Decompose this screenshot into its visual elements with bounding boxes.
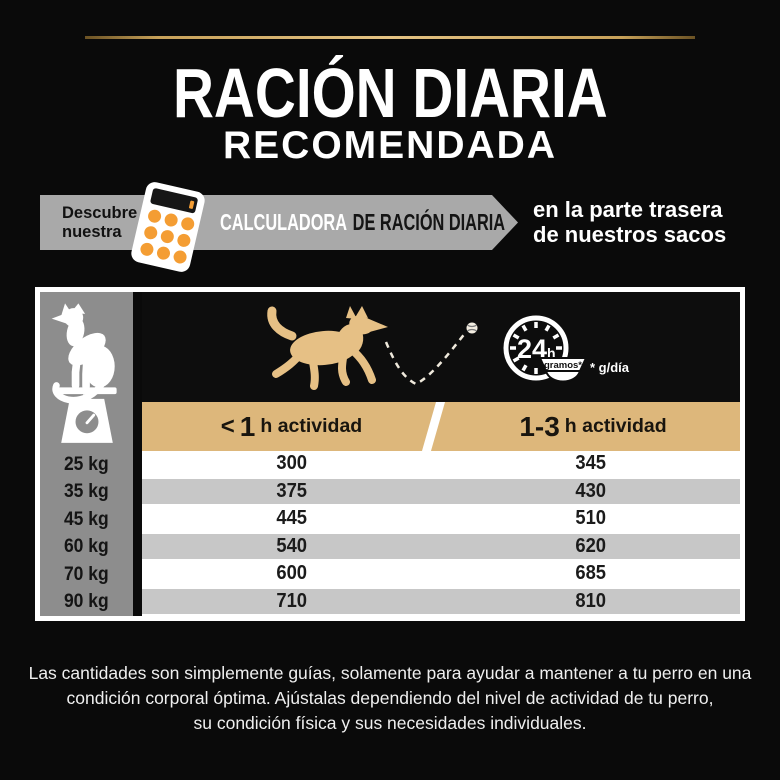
weight-label: 60 kg: [64, 536, 109, 558]
calculator-banner: Descubre nuestra CALCULADORA DE RACIÓN D…: [40, 195, 518, 250]
table-icon-band: 24 h gramos* * g/día: [142, 292, 740, 402]
calculator-icon: [129, 180, 207, 274]
activity-header-band: < 1 h actividad 1-3 h actividad: [142, 402, 740, 451]
table-row: 710 810: [142, 586, 740, 616]
disclaimer-text: Las cantidades son simplemente guías, so…: [25, 661, 755, 736]
column-header-high-activity: 1-3 h actividad: [519, 410, 667, 442]
running-dog-icon: [267, 306, 388, 390]
ball-icon: [466, 322, 478, 334]
weight-label: 70 kg: [64, 563, 109, 585]
calculator-screen-chip: [188, 200, 195, 210]
weight-column: 25 kg 35 kg 45 kg 60 kg 70 kg 90 kg: [40, 292, 133, 616]
feeding-guide-table: 25 kg 35 kg 45 kg 60 kg 70 kg 90 kg: [35, 287, 745, 621]
bowl-label: gramos*: [544, 360, 582, 371]
table-row: 540 620: [142, 531, 740, 561]
bowl-icon: gramos*: [538, 357, 588, 383]
clock-unit: h: [547, 345, 556, 361]
banner-calc-rest: DE RACIÓN DIARIA: [352, 209, 506, 235]
page-subtitle: RECOMENDADA: [0, 126, 780, 166]
table-row: 300 345: [142, 451, 740, 477]
banner-right-text: en la parte trasera de nuestros sacos: [533, 197, 726, 247]
values-area: 24 h gramos* * g/día < 1 h actividad: [142, 292, 740, 616]
value-rows: 300 345 375 430 445 510 540 620 600 68: [142, 451, 740, 616]
weight-label: 25 kg: [64, 453, 109, 475]
banner-lead-line1: Descubre: [62, 204, 138, 222]
calculator-keys: [139, 208, 196, 265]
bounce-path: [384, 331, 467, 386]
banner-right-line1: en la parte trasera: [533, 197, 723, 222]
unit-note: * g/día: [590, 360, 630, 375]
dog-on-scale-icon: [40, 292, 133, 451]
banner-lead-line2: nuestra: [62, 223, 122, 241]
banner-label: CALCULADORA DE RACIÓN DIARIA: [220, 195, 622, 250]
title-line-1: RACIÓN DIARIA: [172, 54, 608, 132]
table-row: 600 685: [142, 561, 740, 587]
disclaimer-line2: condición corporal óptima. Ajústalas dep…: [66, 688, 714, 708]
banner-right-line2: de nuestros sacos: [533, 222, 727, 247]
column-header-low-activity: < 1 h actividad: [220, 410, 363, 442]
table-row: 445 510: [142, 506, 740, 532]
banner-lead-text: Descubre nuestra: [62, 204, 137, 242]
title-line-2: RECOMENDADA: [223, 124, 557, 167]
gold-divider: [85, 36, 695, 39]
disclaimer-line3: su condición física y sus necesidades in…: [193, 713, 587, 733]
weight-label: 90 kg: [64, 591, 109, 613]
page-title: RACIÓN DIARIA: [0, 58, 780, 128]
weight-label: 35 kg: [64, 481, 109, 503]
weight-label: 45 kg: [64, 508, 109, 530]
table-row: 375 430: [142, 476, 740, 506]
disclaimer-line1: Las cantidades son simplemente guías, so…: [28, 663, 752, 683]
banner-calc-highlight: CALCULADORA: [220, 209, 348, 235]
